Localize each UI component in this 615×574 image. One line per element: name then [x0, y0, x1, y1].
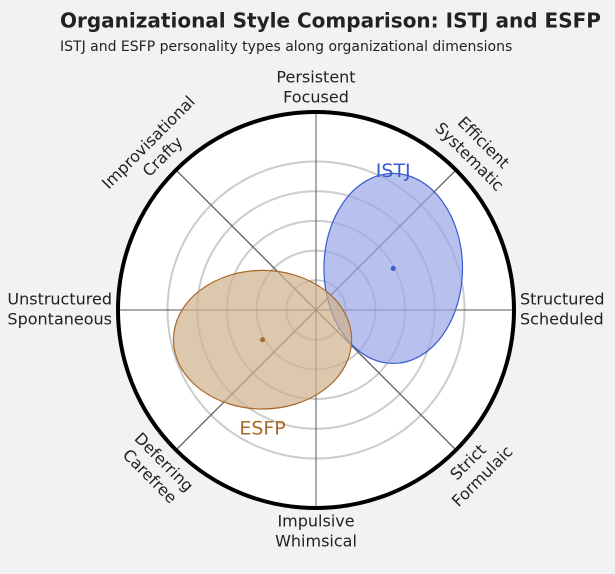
axis-label-line: Focused — [283, 88, 349, 107]
center-dot — [260, 337, 266, 343]
axis-label-line: Structured — [520, 290, 605, 309]
center-dot — [390, 265, 396, 271]
outer-ring — [116, 110, 516, 510]
axis-label-line: Persistent — [276, 68, 355, 87]
series-label: ISTJ — [376, 160, 411, 182]
chart-subtitle: ISTJ and ESFP personality types along or… — [60, 39, 512, 55]
axis-label-line: Whimsical — [275, 532, 357, 551]
axis-label-line: Unstructured — [7, 290, 112, 309]
series-label: ESFP — [239, 418, 285, 440]
axis-label-line: Impulsive — [277, 512, 354, 531]
axis-label-line: Scheduled — [520, 310, 604, 329]
chart-title: Organizational Style Comparison: ISTJ an… — [60, 9, 601, 33]
axis-label-line: Spontaneous — [7, 310, 112, 329]
